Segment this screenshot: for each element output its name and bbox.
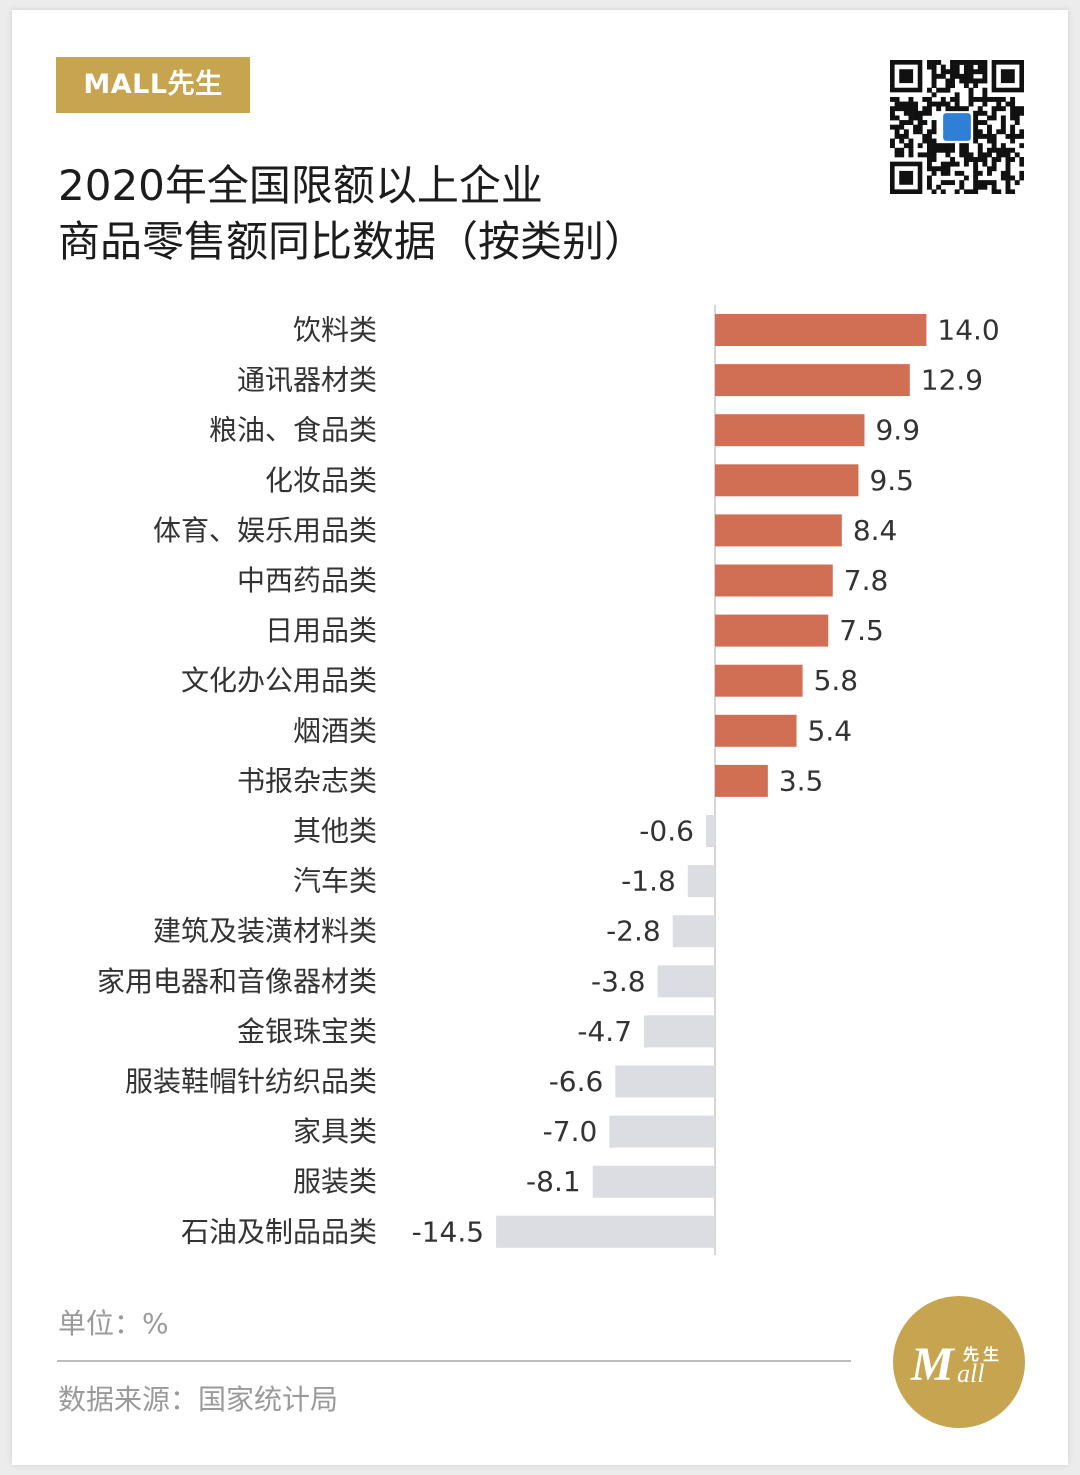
value-label: -6.6 — [549, 1065, 604, 1098]
category-label: 石油及制品品类 — [181, 1215, 377, 1248]
page-title: 2020年全国限额以上企业 商品零售额同比数据（按类别） — [58, 158, 646, 270]
category-label: 家具类 — [293, 1115, 377, 1148]
bar — [672, 915, 715, 948]
bar — [705, 815, 715, 847]
category-label: 服装鞋帽针纺织品类 — [125, 1065, 377, 1098]
value-label: 5.4 — [808, 714, 853, 747]
bar — [715, 464, 859, 497]
logo-mark: M — [910, 1338, 956, 1391]
bar — [496, 1215, 715, 1248]
category-label: 化妆品类 — [265, 464, 377, 497]
category-label: 服装类 — [293, 1165, 377, 1198]
bar — [609, 1115, 715, 1148]
value-label: -1.8 — [621, 865, 676, 898]
category-label: 汽车类 — [293, 865, 377, 898]
value-label: 8.4 — [853, 514, 898, 547]
source-label: 数据来源：国家统计局 — [58, 1383, 339, 1416]
bar — [715, 614, 829, 647]
bar — [715, 514, 842, 547]
bar — [687, 865, 715, 898]
category-label: 建筑及装潢材料类 — [153, 915, 377, 948]
value-label: 5.8 — [814, 664, 859, 697]
bar — [715, 414, 865, 447]
category-label: 金银珠宝类 — [237, 1015, 377, 1048]
bar — [715, 564, 833, 597]
value-label: 14.0 — [937, 314, 999, 347]
bar — [644, 1015, 715, 1048]
bar — [615, 1065, 715, 1098]
value-label: -0.6 — [639, 815, 694, 848]
bar-chart: 饮料类 14.0 通讯器材类 12.9 粮油、食品类 9.9 化妆品类 9.5 体育、娱乐用品类… — [97, 305, 1000, 1255]
unit-label: 单位：% — [58, 1307, 169, 1340]
value-label: -8.1 — [526, 1165, 581, 1198]
value-label: -4.7 — [577, 1015, 632, 1048]
bar — [657, 965, 715, 998]
title-line-2: 商品零售额同比数据（按类别） — [58, 217, 647, 266]
category-label: 中西药品类 — [237, 564, 377, 597]
category-label: 其他类 — [293, 815, 377, 848]
category-label: 通讯器材类 — [237, 364, 377, 397]
value-label: 7.8 — [844, 564, 889, 597]
footer-divider — [57, 1360, 851, 1362]
value-label: 12.9 — [921, 364, 983, 397]
category-label: 家用电器和音像器材类 — [97, 965, 377, 998]
category-label: 粮油、食品类 — [209, 414, 377, 447]
qr-code-icon — [890, 60, 1024, 194]
category-label: 文化办公用品类 — [181, 664, 377, 697]
category-label: 书报杂志类 — [237, 764, 377, 797]
bar — [715, 314, 927, 346]
brand-tag: MALL先生 — [56, 57, 250, 113]
logo-chars: 先生 — [963, 1345, 1003, 1364]
title-line-1: 2020年全国限额以上企业 — [58, 161, 543, 210]
value-label: -14.5 — [412, 1215, 484, 1248]
value-label: 7.5 — [839, 614, 884, 647]
mall-logo-icon: M 先生 all — [893, 1296, 1025, 1428]
value-label: -2.8 — [606, 915, 661, 948]
bar — [715, 664, 803, 697]
bar — [715, 364, 910, 397]
bar — [715, 714, 797, 747]
value-label: -7.0 — [543, 1115, 598, 1148]
category-label: 日用品类 — [265, 614, 377, 647]
bar — [592, 1165, 715, 1198]
category-label: 饮料类 — [293, 314, 377, 347]
category-label: 烟酒类 — [293, 714, 377, 747]
value-label: -3.8 — [591, 965, 646, 998]
bar — [715, 764, 768, 797]
value-label: 9.5 — [869, 464, 914, 497]
value-label: 9.9 — [875, 414, 920, 447]
value-label: 3.5 — [779, 764, 824, 797]
category-label: 体育、娱乐用品类 — [153, 514, 377, 547]
logo-script: all — [957, 1359, 984, 1388]
